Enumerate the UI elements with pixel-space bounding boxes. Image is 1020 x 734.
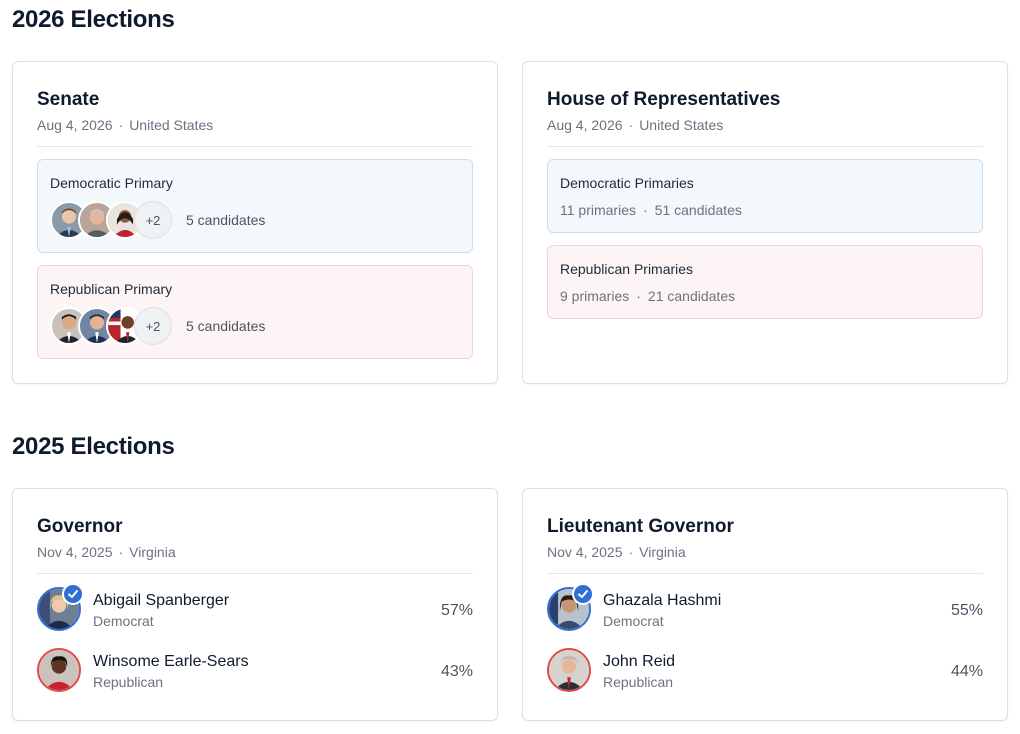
vote-percentage: 44%: [950, 663, 983, 680]
more-candidates-badge: +2: [134, 201, 172, 239]
candidate-row[interactable]: John Reid Republican 44%: [547, 648, 983, 692]
more-candidates-badge: +2: [134, 307, 172, 345]
democratic-primaries-box[interactable]: Democratic Primaries 11 primaries · 51 can…: [547, 159, 983, 233]
republican-primary-box[interactable]: Republican Primary +2 5 candidates: [37, 265, 473, 359]
divider: [547, 146, 983, 147]
card-meta: Aug 4, 2026 · United States: [547, 117, 723, 133]
candidate-count: 51 candidates: [654, 202, 742, 218]
house-card[interactable]: House of Representatives Aug 4, 2026 · Uni…: [522, 61, 1008, 384]
candidate-name: Ghazala Hashmi: [603, 592, 722, 609]
candidate-row[interactable]: Winsome Earle-Sears Republican 43%: [37, 648, 473, 692]
primary-title: Democratic Primaries: [560, 175, 694, 191]
vote-percentage: 55%: [950, 602, 983, 619]
meta-separator: ·: [643, 202, 648, 218]
candidate-avatar: [37, 648, 81, 692]
candidate-name: Abigail Spanberger: [93, 592, 230, 609]
election-location: United States: [129, 117, 214, 133]
candidate-party: Democrat: [93, 613, 154, 629]
candidate-row[interactable]: Ghazala Hashmi Democrat 55%: [547, 583, 983, 631]
candidate-party: Republican: [603, 674, 674, 690]
section-title-2025: 2025 Elections: [12, 433, 175, 460]
card-title: Senate: [37, 89, 100, 110]
candidate-count: 21 candidates: [647, 288, 736, 304]
election-location: Virginia: [639, 544, 686, 560]
primary-summary: 9 primaries · 21 candidates: [560, 288, 735, 304]
candidate-party: Democrat: [603, 613, 664, 629]
candidate-avatars: +2: [50, 201, 180, 239]
card-meta: Aug 4, 2026 · United States: [37, 117, 213, 133]
candidate-party: Republican: [93, 674, 164, 690]
card-meta: Nov 4, 2025 · Virginia: [547, 544, 686, 560]
card-title: Governor: [37, 516, 123, 537]
primary-title: Democratic Primary: [50, 175, 173, 191]
divider: [547, 573, 983, 574]
lieutenant-governor-card[interactable]: Lieutenant Governor Nov 4, 2025 · Virginia…: [522, 488, 1008, 721]
candidate-name: John Reid: [603, 653, 676, 670]
primary-title: Republican Primary: [50, 281, 173, 297]
election-location: United States: [639, 117, 724, 133]
candidate-count: 5 candidates: [186, 212, 266, 228]
divider: [37, 573, 473, 574]
divider: [37, 146, 473, 147]
primary-title: Republican Primaries: [560, 261, 694, 277]
candidate-avatar: [547, 648, 591, 692]
meta-separator: ·: [628, 117, 634, 133]
senate-card[interactable]: Senate Aug 4, 2026 · United States Democra…: [12, 61, 498, 384]
meta-separator: ·: [118, 544, 124, 560]
election-date: Nov 4, 2025: [37, 544, 113, 560]
primary-summary: 11 primaries · 51 candidates: [560, 202, 742, 218]
candidate-count: 5 candidates: [186, 318, 266, 334]
election-date: Nov 4, 2025: [547, 544, 623, 560]
candidate-row[interactable]: Abigail Spanberger Democrat 57%: [37, 583, 473, 631]
card-title: House of Representatives: [547, 89, 781, 110]
primary-count: 9 primaries: [560, 288, 630, 304]
vote-percentage: 57%: [440, 602, 473, 619]
meta-separator: ·: [636, 288, 641, 304]
winner-check-icon: [62, 583, 84, 605]
card-title: Lieutenant Governor: [547, 516, 734, 537]
election-date: Aug 4, 2026: [37, 117, 113, 133]
election-date: Aug 4, 2026: [547, 117, 623, 133]
election-location: Virginia: [129, 544, 176, 560]
candidate-avatar: [106, 307, 144, 345]
winner-check-icon: [572, 583, 594, 605]
candidate-avatars: +2: [50, 307, 180, 345]
section-title-2026: 2026 Elections: [12, 6, 175, 33]
candidate-name: Winsome Earle-Sears: [93, 653, 249, 670]
card-meta: Nov 4, 2025 · Virginia: [37, 544, 176, 560]
primary-count: 11 primaries: [560, 202, 636, 218]
democratic-primary-box[interactable]: Democratic Primary +2 5 candidates: [37, 159, 473, 253]
meta-separator: ·: [118, 117, 124, 133]
republican-primaries-box[interactable]: Republican Primaries 9 primaries · 21 cand…: [547, 245, 983, 319]
vote-percentage: 43%: [440, 663, 473, 680]
meta-separator: ·: [628, 544, 634, 560]
governor-card[interactable]: Governor Nov 4, 2025 · Virginia Abigail Sp…: [12, 488, 498, 721]
